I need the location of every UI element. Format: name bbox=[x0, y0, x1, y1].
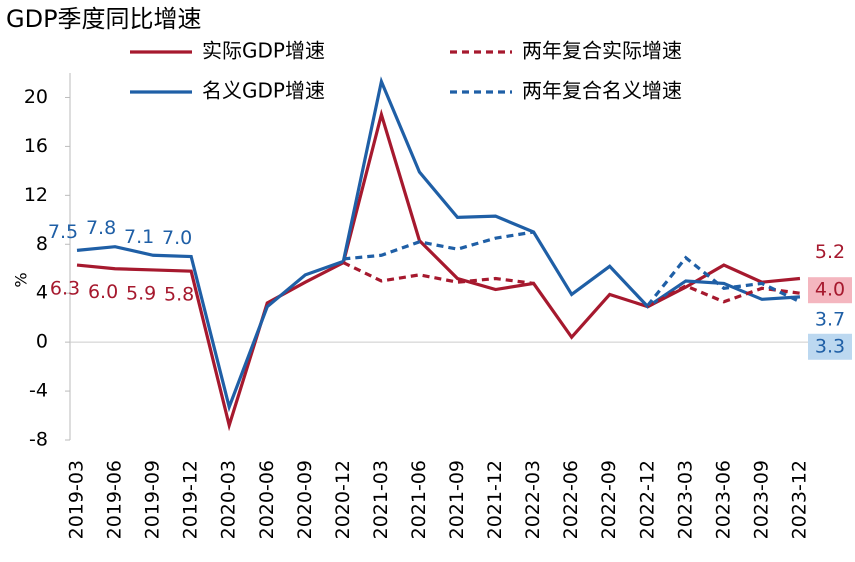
value-label: 3.7 bbox=[815, 308, 845, 330]
x-tick-label: 2022-12 bbox=[636, 460, 658, 539]
x-tick-label: 2019-03 bbox=[66, 460, 88, 539]
value-label: 5.8 bbox=[164, 284, 194, 306]
value-label: 3.3 bbox=[815, 335, 845, 357]
x-tick-label: 2020-06 bbox=[256, 460, 278, 539]
y-tick-label: 0 bbox=[36, 331, 48, 353]
x-tick-label: 2020-03 bbox=[218, 460, 240, 539]
value-label: 5.2 bbox=[815, 241, 845, 263]
y-tick-label: 16 bbox=[24, 135, 48, 157]
legend-label: 两年复合名义增速 bbox=[522, 79, 682, 103]
y-tick-label: -8 bbox=[29, 429, 48, 451]
x-tick-label: 2022-06 bbox=[560, 460, 582, 539]
y-tick-label: 20 bbox=[24, 86, 48, 108]
x-tick-label: 2023-09 bbox=[750, 460, 772, 539]
series-line bbox=[76, 76, 801, 413]
y-tick-label: 4 bbox=[36, 282, 48, 304]
legend-label: 实际GDP增速 bbox=[202, 39, 325, 63]
x-tick-label: 2020-12 bbox=[332, 460, 354, 539]
y-tick-label: 8 bbox=[36, 233, 48, 255]
value-label: 4.0 bbox=[815, 279, 845, 301]
legend-label: 名义GDP增速 bbox=[202, 79, 325, 103]
value-label: 6.0 bbox=[88, 281, 118, 303]
value-label: 5.9 bbox=[126, 282, 156, 304]
x-tick-label: 2023-03 bbox=[674, 460, 696, 539]
value-label: 6.3 bbox=[50, 278, 80, 300]
value-label: 7.1 bbox=[124, 226, 154, 248]
x-tick-label: 2021-12 bbox=[484, 460, 506, 539]
legend-label: 两年复合实际增速 bbox=[522, 39, 682, 63]
x-tick-label: 2020-09 bbox=[294, 460, 316, 539]
x-tick-label: 2023-12 bbox=[788, 460, 810, 539]
y-tick-label: 12 bbox=[24, 184, 48, 206]
x-tick-label: 2019-06 bbox=[104, 460, 126, 539]
value-label: 7.0 bbox=[162, 227, 192, 249]
value-label: 7.5 bbox=[48, 221, 78, 243]
value-label-bg bbox=[808, 333, 852, 360]
x-tick-label: 2021-06 bbox=[408, 460, 430, 539]
x-tick-label: 2022-09 bbox=[598, 460, 620, 539]
series-line bbox=[76, 108, 801, 432]
series-line bbox=[343, 230, 801, 307]
x-tick-label: 2019-12 bbox=[180, 460, 202, 539]
chart-title: GDP季度同比增速 bbox=[6, 5, 202, 33]
x-tick-label: 2022-03 bbox=[522, 460, 544, 539]
x-tick-label: 2023-06 bbox=[712, 460, 734, 539]
value-label: 7.8 bbox=[86, 217, 116, 239]
x-tick-label: 2019-09 bbox=[142, 460, 164, 539]
x-tick-label: 2021-09 bbox=[446, 460, 468, 539]
x-tick-label: 2021-03 bbox=[370, 460, 392, 539]
value-label-bg bbox=[808, 277, 852, 304]
y-tick-label: -4 bbox=[29, 380, 48, 402]
y-axis-label: % bbox=[12, 272, 31, 287]
